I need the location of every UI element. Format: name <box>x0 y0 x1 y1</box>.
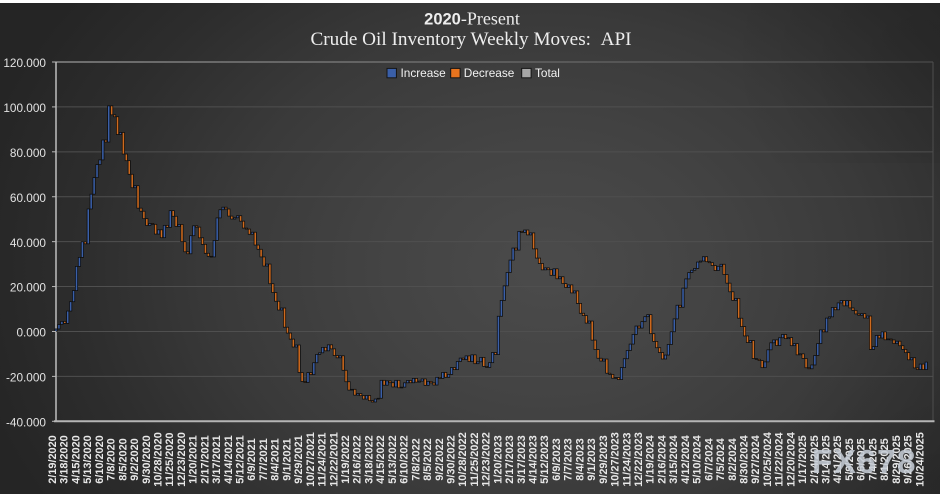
svg-text:7/4/2025: 7/4/2025 <box>867 438 879 480</box>
svg-text:3/17/2021: 3/17/2021 <box>211 435 223 483</box>
svg-text:8/4/2021: 8/4/2021 <box>270 438 282 480</box>
svg-text:3/14/2025: 3/14/2025 <box>821 435 833 483</box>
svg-text:9/29/2023: 9/29/2023 <box>598 435 610 483</box>
svg-text:6/10/2022: 6/10/2022 <box>399 435 411 483</box>
svg-text:10/24/2025: 10/24/2025 <box>914 432 926 487</box>
svg-text:6/7/2024: 6/7/2024 <box>703 438 715 480</box>
svg-text:8/30/2024: 8/30/2024 <box>738 435 750 483</box>
svg-text:5/13/2020: 5/13/2020 <box>82 435 94 483</box>
svg-text:7/7/2023: 7/7/2023 <box>563 438 575 480</box>
svg-text:3/17/2023: 3/17/2023 <box>516 435 528 483</box>
svg-text:60.000: 60.000 <box>10 191 47 205</box>
svg-text:11/25/2020: 11/25/2020 <box>164 433 176 487</box>
svg-text:5/12/2023: 5/12/2023 <box>539 435 551 483</box>
svg-text:4/12/2024: 4/12/2024 <box>680 435 692 483</box>
svg-text:3/15/2024: 3/15/2024 <box>668 435 680 483</box>
svg-text:11/24/2021: 11/24/2021 <box>317 433 329 487</box>
svg-text:8/5/2020: 8/5/2020 <box>117 438 129 480</box>
svg-text:12/22/2021: 12/22/2021 <box>328 432 340 487</box>
svg-text:10/27/2023: 10/27/2023 <box>610 432 622 487</box>
svg-text:2/16/2022: 2/16/2022 <box>352 435 364 483</box>
svg-text:6/10/2020: 6/10/2020 <box>94 435 106 483</box>
svg-text:1/19/2024: 1/19/2024 <box>645 435 657 483</box>
svg-text:9/30/2020: 9/30/2020 <box>141 435 153 483</box>
svg-text:-40.000: -40.000 <box>6 415 46 429</box>
svg-text:10/28/2020: 10/28/2020 <box>152 432 164 487</box>
svg-text:20.000: 20.000 <box>10 281 47 295</box>
svg-text:2/17/2021: 2/17/2021 <box>199 435 211 483</box>
svg-text:6/6/2025: 6/6/2025 <box>856 438 868 480</box>
svg-text:8/1/2025: 8/1/2025 <box>879 438 891 480</box>
svg-text:2020-Present: 2020-Present <box>424 9 520 29</box>
svg-text:8/29/2025: 8/29/2025 <box>891 435 903 483</box>
svg-text:1/17/2025: 1/17/2025 <box>797 435 809 483</box>
svg-text:7/7/2021: 7/7/2021 <box>258 438 270 480</box>
svg-text:Decrease: Decrease <box>464 66 515 80</box>
svg-text:9/30/2022: 9/30/2022 <box>445 435 457 483</box>
svg-text:1/20/2023: 1/20/2023 <box>492 435 504 483</box>
svg-text:2/16/2024: 2/16/2024 <box>656 435 668 483</box>
svg-text:8/2/2024: 8/2/2024 <box>727 438 739 480</box>
svg-text:120.000: 120.000 <box>3 56 46 70</box>
svg-text:10/27/2021: 10/27/2021 <box>305 432 317 487</box>
svg-text:7/8/2020: 7/8/2020 <box>106 438 118 480</box>
svg-text:9/2/2022: 9/2/2022 <box>434 438 446 480</box>
svg-text:9/27/2024: 9/27/2024 <box>750 435 762 483</box>
svg-text:9/29/2021: 9/29/2021 <box>293 435 305 483</box>
svg-text:2/19/2020: 2/19/2020 <box>47 435 59 483</box>
svg-text:3/18/2022: 3/18/2022 <box>363 435 375 483</box>
svg-text:12/23/2022: 12/23/2022 <box>481 432 493 487</box>
svg-text:12/20/2024: 12/20/2024 <box>785 432 797 487</box>
svg-text:100.000: 100.000 <box>3 101 46 115</box>
svg-text:4/11/2025: 4/11/2025 <box>832 436 844 484</box>
svg-text:FX678: FX678 <box>812 444 917 481</box>
svg-text:4/14/2023: 4/14/2023 <box>528 435 540 483</box>
svg-text:40.000: 40.000 <box>10 236 47 250</box>
svg-text:9/2/2020: 9/2/2020 <box>129 438 141 480</box>
svg-text:11/24/2023: 11/24/2023 <box>621 433 633 487</box>
svg-text:2/14/2025: 2/14/2025 <box>809 435 821 483</box>
svg-text:3/18/2020: 3/18/2020 <box>59 435 71 483</box>
svg-text:0.000: 0.000 <box>16 326 46 340</box>
svg-text:5/10/2024: 5/10/2024 <box>692 435 704 483</box>
svg-text:5/9/2025: 5/9/2025 <box>844 438 856 480</box>
svg-text:1/20/2021: 1/20/2021 <box>188 435 200 483</box>
svg-text:7/8/2022: 7/8/2022 <box>410 438 422 480</box>
svg-text:Crude Oil Inventory Weekly Mov: Crude Oil Inventory Weekly Moves: API <box>310 29 631 50</box>
svg-text:10/25/2024: 10/25/2024 <box>762 432 774 487</box>
svg-text:12/22/2023: 12/22/2023 <box>633 432 645 487</box>
svg-text:Increase: Increase <box>401 66 447 80</box>
svg-text:5/12/2021: 5/12/2021 <box>235 435 247 483</box>
svg-text:9/1/2021: 9/1/2021 <box>281 438 293 480</box>
svg-text:4/14/2021: 4/14/2021 <box>223 435 235 483</box>
svg-text:80.000: 80.000 <box>10 146 47 160</box>
svg-text:6/9/2023: 6/9/2023 <box>551 438 563 480</box>
svg-text:4/15/2022: 4/15/2022 <box>375 435 387 483</box>
svg-text:8/5/2022: 8/5/2022 <box>422 438 434 480</box>
svg-text:-20.000: -20.000 <box>6 370 46 384</box>
svg-text:11/25/2022: 11/25/2022 <box>469 433 481 487</box>
svg-text:6/9/2021: 6/9/2021 <box>246 438 258 480</box>
svg-text:9/1/2023: 9/1/2023 <box>586 438 598 480</box>
svg-text:9/26/2025: 9/26/2025 <box>903 435 915 483</box>
svg-text:8/4/2023: 8/4/2023 <box>574 438 586 480</box>
svg-text:2/17/2023: 2/17/2023 <box>504 435 516 483</box>
svg-text:12/23/2020: 12/23/2020 <box>176 432 188 487</box>
svg-text:10/28/2022: 10/28/2022 <box>457 432 469 487</box>
svg-text:11/22/2024: 11/22/2024 <box>774 433 786 487</box>
svg-text:7/5/2024: 7/5/2024 <box>715 438 727 480</box>
svg-text:1/19/2022: 1/19/2022 <box>340 435 352 483</box>
svg-text:5/13/2022: 5/13/2022 <box>387 435 399 483</box>
svg-text:4/15/2020: 4/15/2020 <box>70 435 82 483</box>
svg-text:Total: Total <box>535 66 560 80</box>
